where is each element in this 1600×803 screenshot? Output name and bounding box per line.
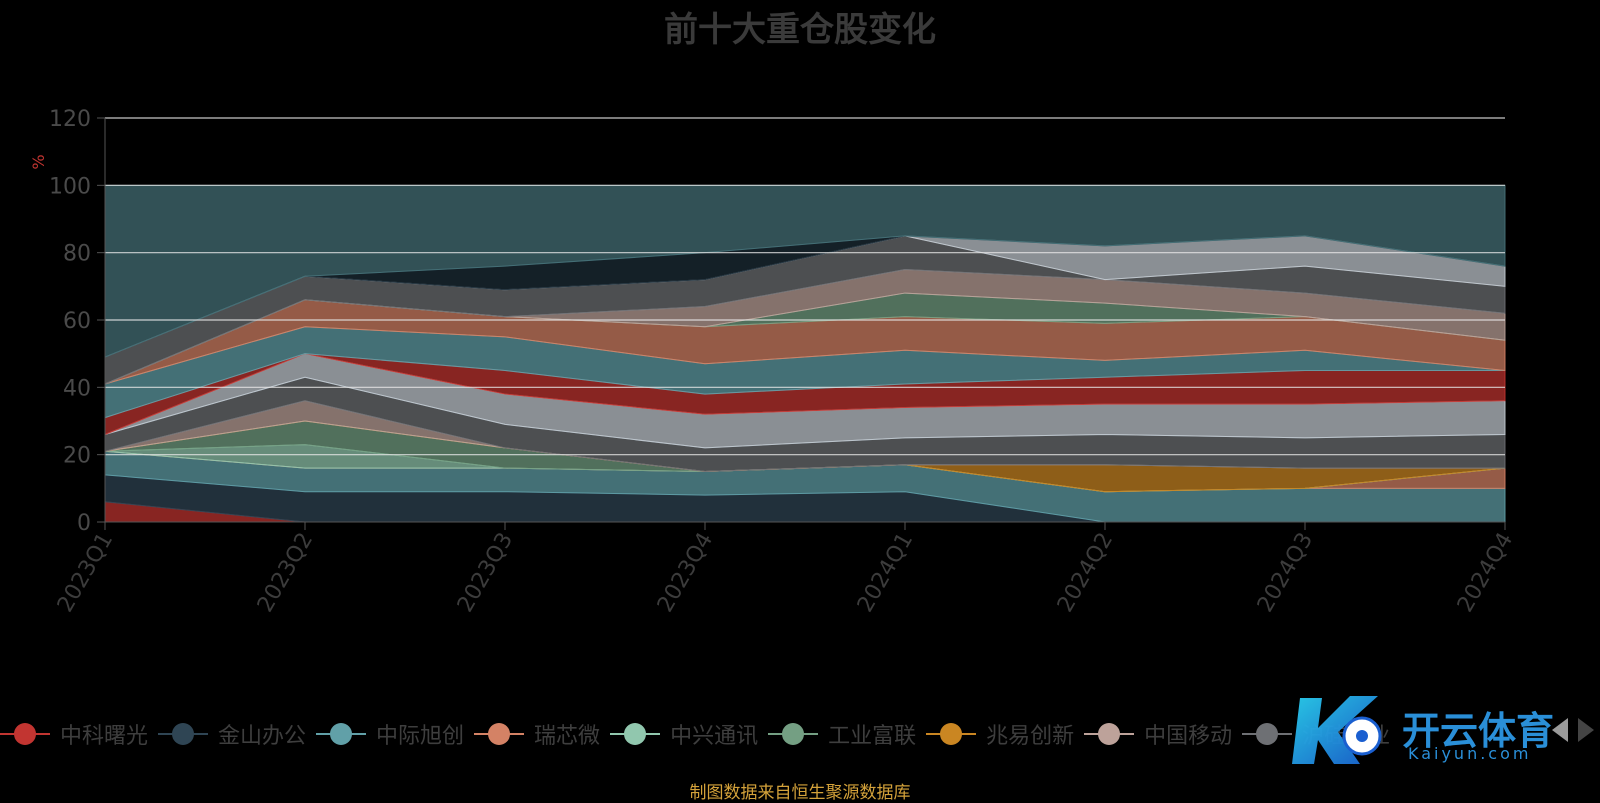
legend-item[interactable]: 中科曙光 [0, 718, 148, 750]
x-tick-label: 2024Q2 [1053, 529, 1118, 617]
source-note: 制图数据来自恒生聚源数据库 [689, 783, 911, 803]
legend-item[interactable]: 沪硅产业 [1242, 718, 1390, 750]
y-tick-label: 40 [63, 376, 91, 401]
y-axis-unit: % [29, 154, 48, 169]
legend-prev-page-icon[interactable] [1552, 718, 1568, 742]
legend-marker-icon [316, 722, 367, 746]
legend-label: 中际旭创 [376, 724, 465, 749]
y-tick-label: 60 [63, 309, 91, 334]
legend-label: 瑞芯微 [534, 724, 601, 749]
x-tick-label: 2023Q1 [53, 529, 118, 617]
x-tick-label: 2023Q3 [453, 529, 518, 617]
legend-marker-icon [158, 722, 209, 746]
legend-label: 中科曙光 [60, 724, 149, 749]
x-tick-label: 2023Q4 [653, 529, 718, 617]
legend: 中科曙光 金山办公 中际旭创 瑞芯微 中兴通讯 工业富联 兆易创新 中国移动 沪硅产业 [0, 716, 1600, 752]
x-tick-label: 2024Q1 [853, 529, 918, 617]
legend-next-page-icon[interactable] [1578, 718, 1594, 742]
y-tick-label: 100 [49, 174, 91, 199]
legend-item[interactable]: 工业富联 [768, 718, 916, 750]
legend-marker-icon [1242, 722, 1293, 746]
legend-item[interactable]: 兆易创新 [926, 718, 1074, 750]
legend-item[interactable]: 瑞芯微 [474, 718, 600, 750]
legend-marker-icon [926, 722, 977, 746]
y-tick-label: 80 [63, 242, 91, 267]
legend-label: 金山办公 [218, 724, 307, 749]
legend-marker-icon [1084, 722, 1135, 746]
area-layers [104, 184, 1506, 523]
x-tick-label: 2024Q3 [1253, 529, 1318, 617]
legend-marker-icon [474, 722, 525, 746]
legend-label: 中国移动 [1144, 724, 1233, 749]
grid-lines [105, 117, 1505, 456]
legend-marker-icon [768, 722, 819, 746]
y-tick-label: 120 [49, 107, 91, 132]
legend-label: 沪硅产业 [1302, 724, 1391, 749]
legend-label: 工业富联 [828, 724, 917, 749]
y-tick-label: 0 [77, 511, 91, 536]
legend-pager [1552, 718, 1594, 742]
legend-item[interactable]: 中兴通讯 [610, 718, 758, 750]
chart-title: 前十大重仓股变化 [664, 10, 936, 50]
x-tick-label: 2023Q2 [253, 529, 318, 617]
legend-item[interactable]: 金山办公 [158, 718, 306, 750]
legend-marker-icon [0, 722, 50, 746]
x-tick-label: 2024Q4 [1453, 529, 1518, 617]
legend-item[interactable]: 中国移动 [1084, 718, 1232, 750]
legend-label: 中兴通讯 [670, 724, 759, 749]
legend-item[interactable]: 中际旭创 [316, 718, 464, 750]
y-tick-label: 20 [63, 444, 91, 469]
legend-label: 兆易创新 [986, 724, 1075, 749]
legend-marker-icon [610, 722, 661, 746]
